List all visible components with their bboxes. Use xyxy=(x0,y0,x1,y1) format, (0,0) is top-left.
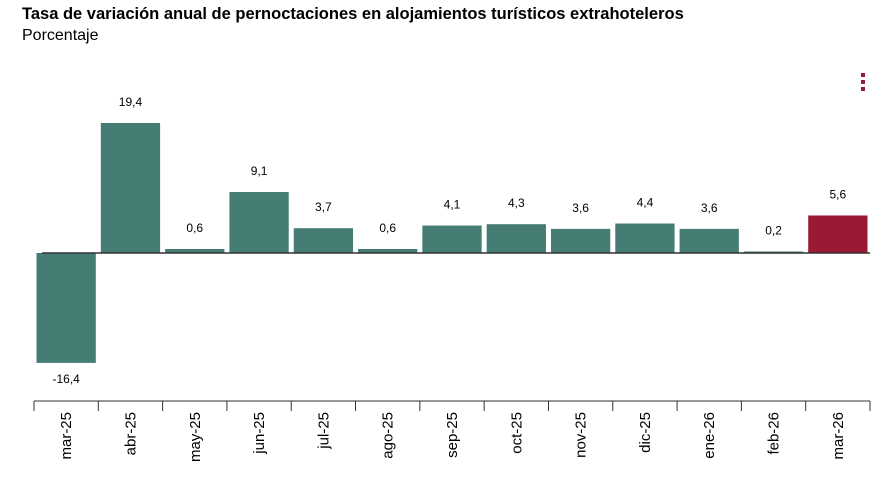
data-label-jul-25: 3,7 xyxy=(315,200,332,214)
data-label-feb-26: 0,2 xyxy=(765,224,782,238)
x-tick-label-jun-25: jun-25 xyxy=(251,412,268,455)
bar-may-25[interactable] xyxy=(165,248,225,253)
data-label-jun-25: 9,1 xyxy=(251,164,268,178)
bar-ago-25[interactable] xyxy=(358,248,418,253)
x-tick-label-mar-25: mar-25 xyxy=(58,412,75,460)
data-label-mar-25: -16,4 xyxy=(52,372,80,386)
bar-nov-25[interactable] xyxy=(550,228,611,253)
x-tick-label-dic-25: dic-25 xyxy=(637,412,654,453)
x-tick-label-ago-25: ago-25 xyxy=(380,412,397,459)
data-label-ene-26: 3,6 xyxy=(701,201,718,215)
x-tick-label-sep-25: sep-25 xyxy=(444,412,461,458)
data-label-nov-25: 3,6 xyxy=(572,201,589,215)
more-vertical-icon[interactable] xyxy=(856,73,870,93)
x-tick-label-may-25: may-25 xyxy=(187,412,204,462)
data-label-may-25: 0,6 xyxy=(186,221,203,235)
x-tick-label-jul-25: jul-25 xyxy=(315,412,332,450)
bar-abr-25[interactable] xyxy=(100,123,161,253)
x-tick-label-nov-25: nov-25 xyxy=(573,412,590,458)
x-tick-label-feb-26: feb-26 xyxy=(766,412,783,455)
chart-title: Tasa de variación anual de pernoctacione… xyxy=(22,5,684,23)
data-label-sep-25: 4,1 xyxy=(444,198,461,212)
bar-mar-25[interactable] xyxy=(36,253,96,363)
bar-jul-25[interactable] xyxy=(293,228,354,253)
x-tick-label-oct-25: oct-25 xyxy=(508,412,525,454)
data-label-abr-25: 19,4 xyxy=(119,95,143,109)
x-tick-label-ene-26: ene-26 xyxy=(701,412,718,459)
bar-dic-25[interactable] xyxy=(615,223,675,253)
data-label-ago-25: 0,6 xyxy=(379,221,396,235)
bar-sep-25[interactable] xyxy=(422,225,482,253)
bar-jun-25[interactable] xyxy=(229,192,289,253)
x-tick-label-abr-25: abr-25 xyxy=(122,412,139,455)
chart-subtitle: Porcentaje xyxy=(22,27,99,44)
bar-ene-26[interactable] xyxy=(679,228,739,253)
data-label-oct-25: 4,3 xyxy=(508,196,525,210)
data-label-mar-26: 5,6 xyxy=(830,187,847,201)
bar-oct-25[interactable] xyxy=(486,224,546,253)
bar-mar-26[interactable] xyxy=(808,215,868,253)
x-tick-label-mar-26: mar-26 xyxy=(830,412,847,460)
data-label-dic-25: 4,4 xyxy=(637,196,654,210)
